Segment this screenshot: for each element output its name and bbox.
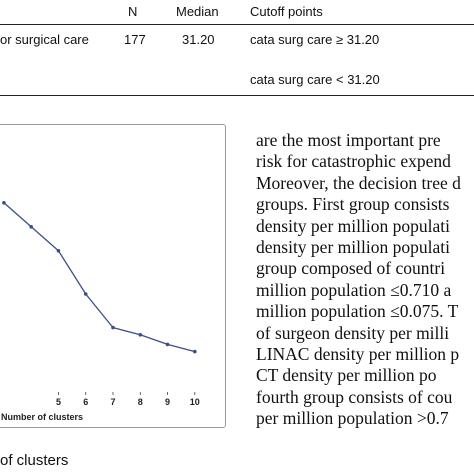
body-line: group composed of countri — [256, 258, 446, 279]
body-line: density per million populati — [256, 237, 450, 258]
x-tick-label: 10 — [190, 397, 200, 407]
row2-cutoff: cata surg care < 31.20 — [250, 72, 380, 87]
body-line: risk for catastrophic expend — [256, 151, 451, 172]
data-point — [111, 325, 115, 330]
header-n: N — [128, 4, 138, 19]
body-line: million population ≤0.710 a — [256, 279, 452, 300]
body-line: Moreover, the decision tree d — [256, 172, 461, 193]
elbow-plot: 5 6 7 8 9 10 Number of clusters — [1, 201, 200, 422]
figure-caption: of clusters — [0, 452, 69, 469]
body-line: are the most important pre — [256, 130, 441, 150]
body-line: density per million populati — [256, 215, 450, 236]
data-point — [2, 201, 6, 205]
elbow-plot-panel: 5 6 7 8 9 10 Number of clusters — [0, 124, 226, 428]
series-wss — [2, 201, 197, 354]
x-tick-label: 7 — [110, 397, 115, 407]
x-tick-label: 5 — [56, 397, 61, 407]
x-axis: 5 6 7 8 9 10 — [56, 392, 200, 407]
data-point — [56, 249, 61, 253]
body-line: million population ≤0.075. T — [256, 301, 459, 322]
x-tick-label: 9 — [165, 397, 170, 407]
data-point — [165, 342, 170, 347]
row1-median: 31.20 — [182, 32, 215, 47]
header-median: Median — [176, 4, 219, 19]
body-line: CT density per million po — [256, 365, 437, 386]
row1-cutoff: cata surg care ≥ 31.20 — [250, 32, 380, 47]
body-text: are the most important pre risk for catas… — [256, 130, 474, 430]
x-axis-label: Number of clusters — [1, 412, 83, 422]
data-point — [193, 349, 197, 354]
row1-label: or surgical care — [0, 32, 89, 47]
series-line — [3, 202, 195, 353]
body-line: per million population >0.7 — [256, 408, 449, 429]
table-bottom-rule — [0, 95, 474, 96]
body-line: of surgeon density per milli — [256, 322, 450, 343]
data-point — [29, 225, 33, 229]
header-cutoff: Cutoff points — [250, 4, 323, 19]
body-line: LINAC density per million p — [256, 344, 460, 365]
table-header-rule — [0, 24, 474, 25]
data-point — [83, 292, 88, 296]
x-tick-label: 6 — [83, 397, 88, 407]
x-tick-label: 8 — [138, 397, 143, 407]
row1-n: 177 — [124, 32, 146, 47]
body-line: fourth group consists of cou — [256, 386, 453, 407]
body-line: groups. First group consists — [256, 194, 450, 215]
data-point — [138, 333, 143, 337]
